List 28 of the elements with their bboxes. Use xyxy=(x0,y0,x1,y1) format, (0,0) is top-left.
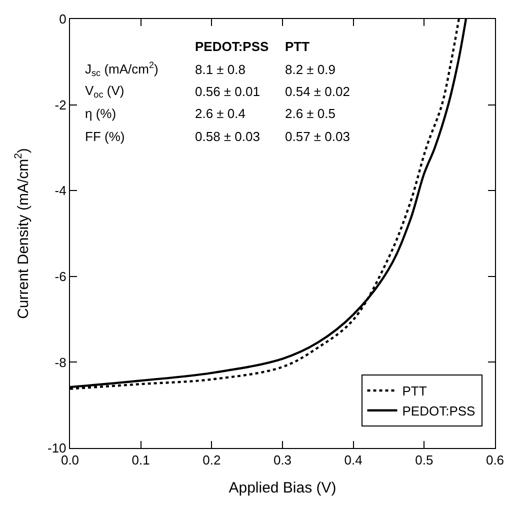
annotation: 0.54 ± 0.02 xyxy=(285,84,350,99)
annotation: 2.6 ± 0.5 xyxy=(285,106,336,121)
y-tick-label: -4 xyxy=(54,183,66,198)
annotation: 0.56 ± 0.01 xyxy=(195,84,260,99)
annotation: V$_{oc}$ (V) xyxy=(85,83,124,100)
annotation: 0.57 ± 0.03 xyxy=(285,129,350,144)
x-tick-label: 0.2 xyxy=(202,452,221,468)
x-axis-title: Applied Bias (V) xyxy=(228,480,336,497)
annotation: FF (%) xyxy=(85,129,125,144)
annotation: η (%) xyxy=(85,106,116,121)
legend-label: PEDOT:PSS xyxy=(402,403,476,418)
annotation: J$_{sc}$ (mA/cm$^{2}$) xyxy=(85,60,158,78)
legend-label: PTT xyxy=(402,384,427,399)
x-tick-label: 0.5 xyxy=(415,452,434,468)
annotation: PEDOT:PSS xyxy=(195,39,270,54)
x-tick-label: 0.3 xyxy=(273,452,292,468)
annotation: 0.58 ± 0.03 xyxy=(195,129,260,144)
x-tick-label: 0.6 xyxy=(486,452,504,468)
annotation: PTT xyxy=(285,39,310,54)
annotation: 8.1 ± 0.8 xyxy=(195,62,246,77)
annotation: 8.2 ± 0.9 xyxy=(285,62,336,77)
y-tick-label: -2 xyxy=(54,97,66,112)
y-tick-label: -8 xyxy=(54,354,66,370)
y-tick-label: -6 xyxy=(54,268,66,284)
x-tick-label: 0.1 xyxy=(132,452,150,468)
annotation: 2.6 ± 0.4 xyxy=(195,106,246,121)
y-tick-label: 0 xyxy=(59,12,66,27)
x-tick-label: 0.4 xyxy=(344,452,362,468)
